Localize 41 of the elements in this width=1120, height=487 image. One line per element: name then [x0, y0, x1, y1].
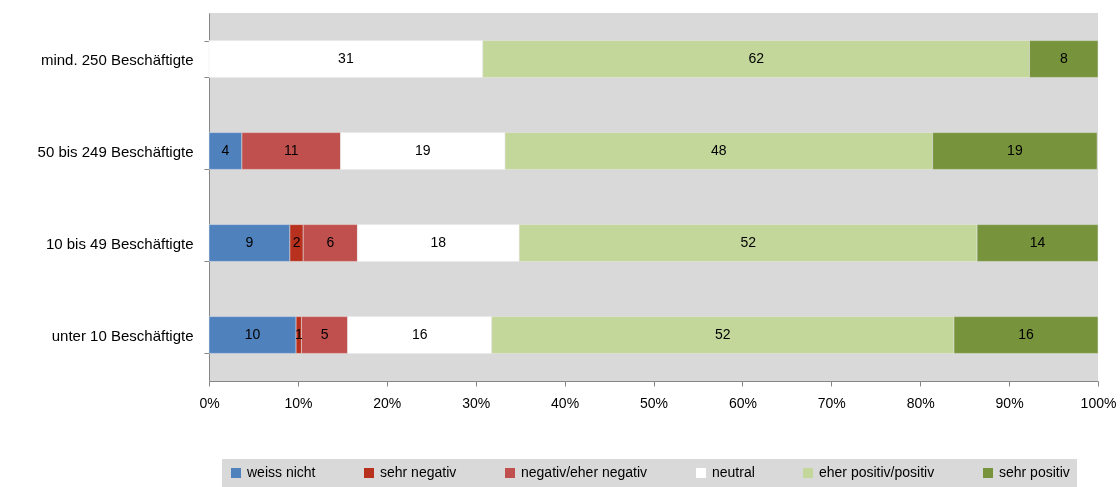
- data-label: 16: [1018, 326, 1034, 342]
- legend-label: eher positiv/positiv: [819, 464, 935, 480]
- legend-label: negativ/eher negativ: [521, 464, 648, 480]
- y-tick-label: 10 bis 49 Beschäftigte: [45, 234, 194, 252]
- legend-label: weiss nicht: [246, 464, 316, 480]
- data-label: 18: [430, 234, 447, 250]
- x-tick-label: 60%: [728, 394, 757, 411]
- x-tick-label: 80%: [906, 394, 935, 411]
- x-tick-label: 30%: [462, 394, 491, 411]
- legend-label: sehr positiv: [999, 464, 1070, 480]
- data-label: 10: [244, 326, 261, 342]
- x-tick-label: 100%: [1080, 394, 1117, 411]
- y-tick-label: unter 10 Beschäftigte: [51, 326, 194, 344]
- data-label: 9: [245, 234, 254, 250]
- x-tick-label: 0%: [199, 394, 220, 411]
- data-label: 52: [740, 234, 757, 250]
- data-label: 4: [221, 142, 230, 158]
- y-tick-label: 50 bis 249 Beschäftigte: [37, 142, 194, 160]
- data-label: 16: [411, 326, 428, 342]
- x-tick-label: 40%: [551, 394, 580, 411]
- x-tick-label: 90%: [995, 394, 1024, 411]
- data-label: 6: [326, 234, 335, 250]
- legend-label: neutral: [712, 464, 755, 480]
- data-label: 14: [1029, 234, 1046, 250]
- x-tick-label: 10%: [284, 394, 313, 411]
- x-tick-label: 70%: [817, 394, 846, 411]
- x-tick-label: 20%: [373, 394, 402, 411]
- data-label: 11: [283, 142, 299, 158]
- data-label: 62: [748, 50, 765, 66]
- data-label: 5: [320, 326, 329, 342]
- legend-label: sehr negativ: [380, 464, 457, 480]
- data-label: 19: [1007, 142, 1023, 158]
- data-label: 52: [715, 326, 731, 342]
- data-label: 19: [415, 142, 431, 158]
- x-tick-label: 50%: [639, 394, 669, 411]
- data-label: 2: [292, 234, 301, 250]
- bar: [208, 316, 297, 354]
- y-tick-label: mind. 250 Beschäftigte: [40, 50, 194, 68]
- data-label: 8: [1059, 50, 1068, 66]
- data-label: 31: [338, 50, 354, 66]
- data-label: 48: [711, 142, 727, 158]
